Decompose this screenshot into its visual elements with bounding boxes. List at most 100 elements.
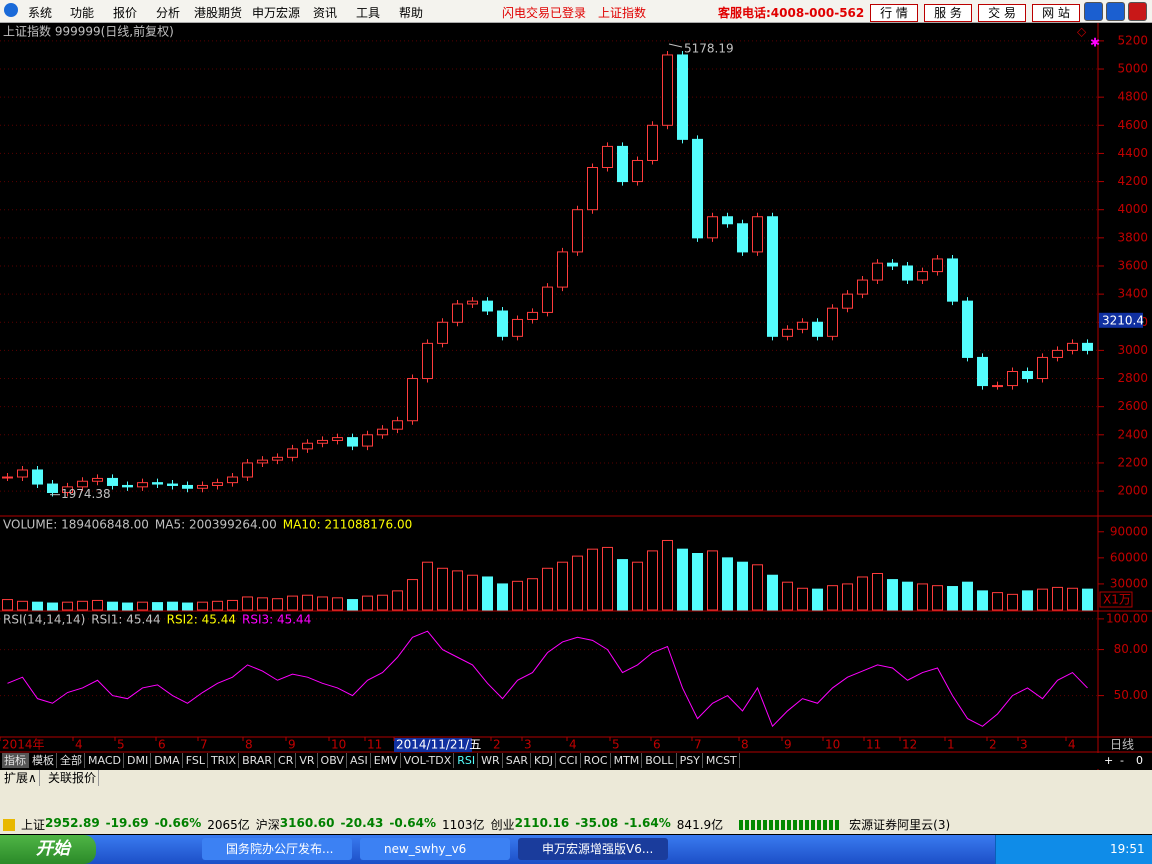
menu-item[interactable]: 系统 xyxy=(28,6,53,20)
index-price: 2952.89 xyxy=(45,816,100,830)
volume-bar xyxy=(767,574,778,611)
y-tick-label: 3000 xyxy=(1117,343,1148,357)
menu-item[interactable]: 资讯 xyxy=(313,6,338,20)
volume-bar xyxy=(752,564,763,611)
nav-button[interactable]: 服 务 xyxy=(924,4,972,22)
indicator-tab[interactable]: ASI xyxy=(347,753,371,768)
nav-button[interactable]: 行 情 xyxy=(870,4,918,22)
y-tick-label: 100.00 xyxy=(1106,611,1148,625)
indicator-tab[interactable]: VOL-TDX xyxy=(401,753,455,768)
volume-bar xyxy=(107,601,118,611)
bottom-tab[interactable]: 关联报价 xyxy=(46,770,100,786)
volume-bar xyxy=(422,561,433,611)
volume-bar xyxy=(197,601,208,611)
candle xyxy=(602,145,613,169)
y-tick-label: 3600 xyxy=(1117,258,1148,272)
legend-item: VOLUME: 189406848.00 xyxy=(3,518,149,532)
candle xyxy=(1067,342,1078,351)
candle xyxy=(497,310,508,337)
tab-control[interactable]: - xyxy=(1120,754,1124,767)
volume-bar xyxy=(617,559,628,611)
volume-bar xyxy=(812,588,823,611)
volume-bar xyxy=(437,567,448,611)
volume-bar xyxy=(1052,586,1063,611)
start-button[interactable]: 开始 xyxy=(0,835,96,864)
volume-bar xyxy=(542,567,553,611)
menu-item[interactable]: 申万宏源 xyxy=(252,6,301,20)
window-control[interactable] xyxy=(1128,2,1147,21)
indicator-tab[interactable]: CR xyxy=(276,753,297,768)
candle xyxy=(212,482,223,486)
indicator-tab[interactable]: 模板 xyxy=(30,753,57,768)
candle xyxy=(872,262,883,281)
volume-bar xyxy=(482,576,493,611)
candle xyxy=(647,124,658,161)
candle xyxy=(92,477,103,482)
y-tick-label: 4000 xyxy=(1117,202,1148,216)
volume-bar xyxy=(47,602,58,611)
indicator-tab[interactable]: ROC xyxy=(581,753,611,768)
index-quote: 创业 2110.16 -35.08 -1.64% 841.9亿 xyxy=(491,816,724,833)
menu-item[interactable]: 分析 xyxy=(156,6,181,20)
volume-bar xyxy=(527,578,538,611)
indicator-tab[interactable]: CCI xyxy=(556,753,581,768)
volume-bar xyxy=(362,595,373,611)
y-tick-label: 2800 xyxy=(1117,371,1148,385)
indicator-tab[interactable]: RSI xyxy=(455,753,479,768)
indicator-tab[interactable]: WR xyxy=(479,753,503,768)
task-item[interactable]: 申万宏源增强版V6... xyxy=(518,838,668,860)
nav-button[interactable]: 交 易 xyxy=(978,4,1026,22)
menu-item[interactable]: 港股期货 xyxy=(194,6,243,20)
volume-bar xyxy=(212,600,223,611)
time-label: 8 xyxy=(245,738,253,752)
bottom-tab[interactable]: 扩展∧ xyxy=(2,770,40,786)
candle xyxy=(287,448,298,458)
indicator-tab[interactable]: TRIX xyxy=(208,753,240,768)
volume-bar xyxy=(62,601,73,611)
y-tick-label: 50.00 xyxy=(1114,688,1148,702)
indicator-tab[interactable]: KDJ xyxy=(532,753,556,768)
candle xyxy=(182,484,193,489)
indicator-tab[interactable]: OBV xyxy=(318,753,347,768)
marker: ◇ xyxy=(1077,25,1087,39)
menu-item[interactable]: 帮助 xyxy=(399,6,424,20)
indicator-tab[interactable]: 指标 xyxy=(2,753,29,768)
candle xyxy=(317,439,328,444)
indicator-tab[interactable]: 全部 xyxy=(58,753,85,768)
volume-bar xyxy=(452,570,463,611)
indicator-tab[interactable]: FSL xyxy=(183,753,208,768)
indicator-tab[interactable]: BOLL xyxy=(643,753,677,768)
indicator-tab[interactable]: DMI xyxy=(124,753,152,768)
candle xyxy=(422,342,433,380)
window-control[interactable] xyxy=(1106,2,1125,21)
y-tick-label: 2000 xyxy=(1117,484,1148,498)
system-tray xyxy=(995,835,1152,864)
indicator-tab[interactable]: SAR xyxy=(503,753,532,768)
indicator-tab[interactable]: MTM xyxy=(611,753,643,768)
menu-item[interactable]: 报价 xyxy=(113,6,138,20)
nav-button[interactable]: 网 站 xyxy=(1032,4,1080,22)
legend-item: MA5: 200399264.00 xyxy=(155,518,277,532)
indicator-tab[interactable]: DMA xyxy=(152,753,183,768)
indicator-tab[interactable]: MCST xyxy=(703,753,740,768)
indicator-tab[interactable]: MACD xyxy=(86,753,124,768)
tab-control[interactable]: 0 xyxy=(1136,754,1143,767)
indicator-tab[interactable]: BRAR xyxy=(240,753,276,768)
indicator-tab[interactable]: EMV xyxy=(371,753,401,768)
menu-item[interactable]: 工具 xyxy=(356,6,381,20)
quote-row: 上证 2952.89 -19.69 -0.66% 2065亿 沪深 3160.60 -20.4… xyxy=(0,816,1152,833)
high-label: 5178.19 xyxy=(684,41,734,55)
candle xyxy=(137,482,148,488)
window-control[interactable] xyxy=(1084,2,1103,21)
task-item[interactable]: 国务院办公厅发布... xyxy=(202,838,352,860)
task-item[interactable]: new_swhy_v6 xyxy=(360,838,510,860)
tab-control[interactable]: + xyxy=(1104,754,1114,767)
time-label: 7 xyxy=(694,738,702,752)
volume-bar xyxy=(32,601,43,611)
menu-bar: 系统 功能 报价 分析 港股期货 申万宏源 资讯 工具 帮助 闪电交易已登录 上证指数 客服电话:40… xyxy=(0,0,1152,23)
menu-item[interactable]: 功能 xyxy=(70,6,95,20)
candle xyxy=(527,311,538,320)
indicator-tab[interactable]: PSY xyxy=(677,753,703,768)
indicator-tab[interactable]: VR xyxy=(297,753,318,768)
legend-item: RSI3: 45.44 xyxy=(242,613,311,627)
